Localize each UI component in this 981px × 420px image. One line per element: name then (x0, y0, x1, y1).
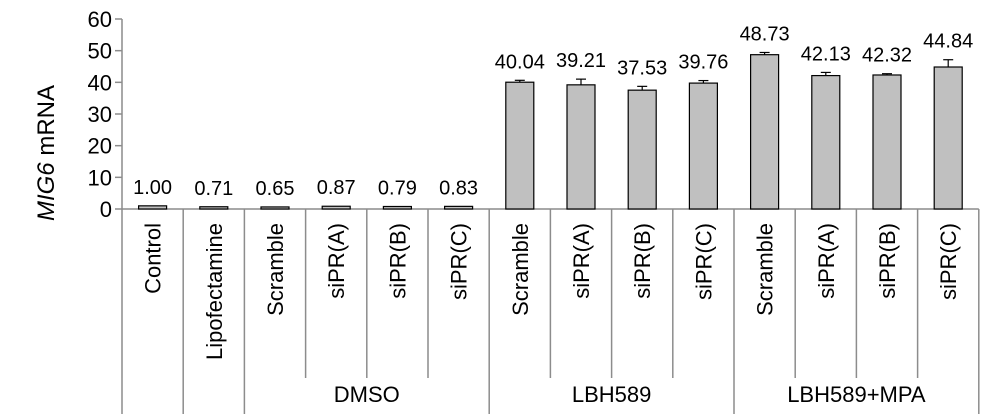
bar (627, 89, 657, 210)
data-label: 48.73 (740, 23, 790, 45)
bar (872, 74, 902, 210)
bar (749, 54, 780, 210)
bar (933, 66, 963, 210)
category-label: siPR(C) (691, 223, 716, 300)
y-tick-label: 60 (88, 7, 112, 32)
data-label: 40.04 (495, 51, 545, 73)
bar (321, 205, 351, 210)
bar (811, 74, 841, 210)
category-label: siPR(A) (324, 223, 349, 299)
bars (138, 51, 963, 210)
axes: 0 10 20 30 40 50 60 (88, 7, 980, 414)
category-label: Control (141, 223, 166, 294)
bar (688, 82, 719, 210)
data-label: 44.84 (923, 31, 973, 53)
y-tick-label: 50 (88, 39, 112, 64)
data-label: 39.21 (556, 50, 606, 72)
bar (566, 84, 596, 210)
category-label: Scramble (263, 223, 288, 316)
category-label: siPR(B) (630, 223, 655, 299)
bar (199, 206, 229, 210)
bar (138, 205, 168, 210)
category-label: siPR(A) (814, 223, 839, 299)
y-axis-label-unit: mRNA (33, 85, 60, 162)
category-label: Scramble (508, 223, 533, 316)
data-label: 0.83 (439, 177, 478, 199)
category-label: siPR(B) (875, 223, 900, 299)
data-label: 39.76 (678, 52, 728, 74)
bar (444, 205, 474, 210)
group-label: LBH589 (572, 382, 652, 407)
bar (505, 81, 535, 210)
category-label: siPR(A) (569, 223, 594, 299)
data-label: 1.00 (133, 177, 172, 199)
category-label: Lipofectamine (202, 223, 227, 360)
data-label: 0.71 (194, 178, 233, 200)
y-axis-label-gene: MIG6 (33, 162, 60, 221)
category-label: siPR(C) (447, 223, 472, 300)
data-label: 0.65 (256, 178, 295, 200)
category-label: siPR(C) (936, 223, 961, 300)
category-label: Scramble (753, 223, 778, 316)
bar (382, 205, 412, 210)
group-label: LBH589+MPA (787, 382, 926, 407)
labels: 1.00 Control 0.71 Lipofectamine 0.65 Scramble… (133, 23, 973, 407)
y-tick-label: 30 (88, 102, 112, 127)
category-label: siPR(B) (385, 223, 410, 299)
y-axis-label: MIG6 mRNA (33, 85, 60, 221)
y-tick-label: 40 (88, 70, 112, 95)
y-tick-label: 0 (100, 197, 112, 222)
bar (260, 206, 290, 210)
data-label: 42.32 (862, 45, 912, 67)
data-label: 37.53 (617, 57, 667, 79)
data-label: 0.87 (317, 177, 356, 199)
y-tick-label: 20 (88, 134, 112, 159)
group-label: DMSO (334, 382, 400, 407)
data-label: 42.13 (801, 43, 851, 65)
data-label: 0.79 (378, 177, 417, 199)
y-tick-label: 10 (88, 165, 112, 190)
